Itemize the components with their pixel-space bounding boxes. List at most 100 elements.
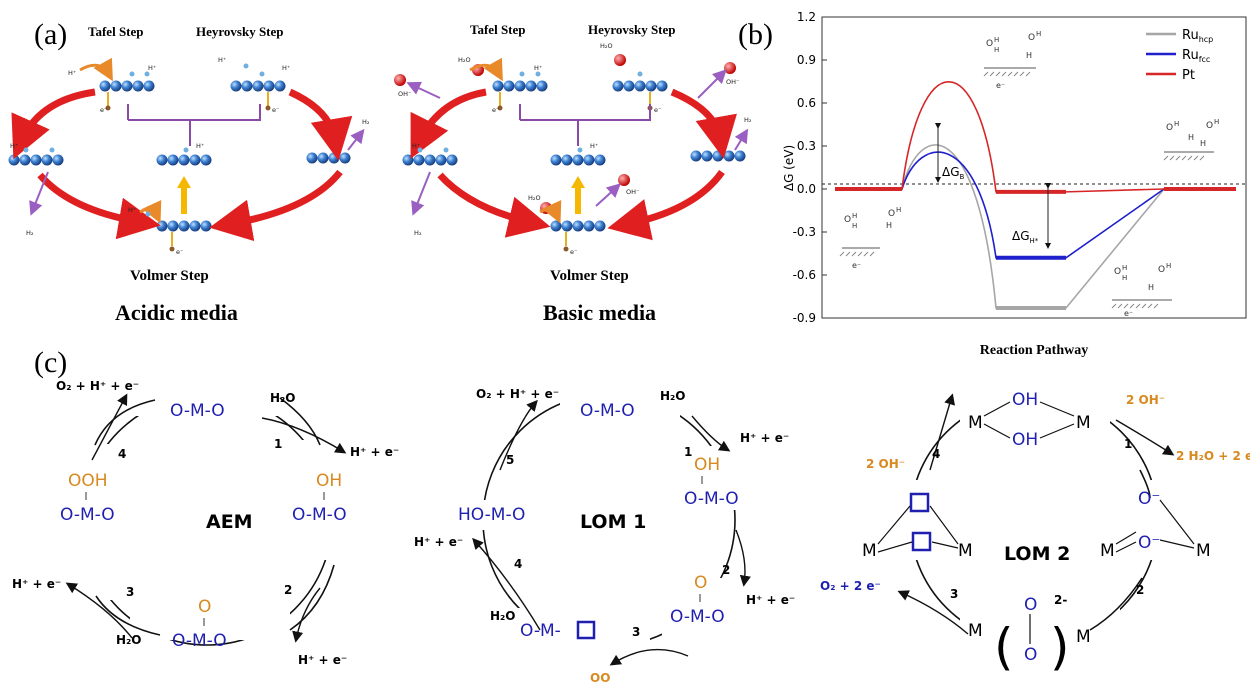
species-label: H₂O xyxy=(528,194,541,202)
basic-red-arrow-2 xyxy=(670,88,737,159)
aem-step-1: 1 xyxy=(274,437,282,451)
electron-label: e⁻ xyxy=(996,81,1005,90)
basic-red-arrow-3 xyxy=(437,172,551,238)
acidic-surface-tafel xyxy=(99,80,155,111)
y-axis-label: ΔG (eV) xyxy=(782,145,796,191)
electron-label: e⁻ xyxy=(1124,309,1133,318)
lom2-m-7: M xyxy=(968,621,983,641)
svg-text:O: O xyxy=(986,39,993,49)
species-label: H⁺ xyxy=(148,64,156,72)
vacancy-icon xyxy=(909,492,930,513)
aem-out-2: H⁺ + e⁻ xyxy=(298,653,347,667)
aem-intermediate-omo-4: O-M-O xyxy=(60,505,115,525)
lom2-step-2: 2 xyxy=(1136,583,1144,597)
svg-text:H: H xyxy=(994,36,999,44)
legend-label: Ruhcp xyxy=(1182,28,1213,44)
lom1-intermediate-omo: O-M-O xyxy=(580,401,635,421)
basic-red-arrow-4 xyxy=(607,169,725,241)
svg-text:H: H xyxy=(1026,51,1032,60)
svg-text:O: O xyxy=(844,215,851,225)
aem-h2o-in-3: H₂O xyxy=(116,633,142,647)
acidic-surface-heyrovsky xyxy=(230,80,286,111)
aem-intermediate-o: O xyxy=(198,597,211,617)
panel-c: (c) AEM O-M-O OH O-M-O O O-M-O OOH xyxy=(12,346,1250,684)
lom2-m-3: M xyxy=(1100,541,1115,561)
lom1-cycle: LOM 1 O-M-O OH O-M-O O O-M-O O-M- OO HO-… xyxy=(414,387,795,684)
lom1-h2o-in-4: H₂O xyxy=(490,609,516,623)
lom2-cycle: LOM 2 M M OH OH M M O⁻ O⁻ M M M M ( ) O … xyxy=(820,390,1250,676)
lom2-oh-bottom: OH xyxy=(1012,430,1038,450)
acidic-surface-right xyxy=(306,152,351,164)
svg-text:H: H xyxy=(1122,264,1127,272)
acidic-heyrovsky-label: Heyrovsky Step xyxy=(196,24,284,39)
aem-intermediate-omo-3: O-M-O xyxy=(172,631,227,651)
svg-text:H: H xyxy=(994,46,999,54)
lom2-oh-in-4: 2 OH⁻ xyxy=(866,457,905,471)
energy-profile-chart: 1.2 0.9 0.6 0.3 0.0 -0.3 -0.6 -0.9 ΔG (eV) Reac… xyxy=(782,10,1247,358)
lom2-m-4: M xyxy=(1196,541,1211,561)
lom1-oo-out: OO xyxy=(590,671,610,684)
species-label: e⁻ xyxy=(272,106,279,114)
species-label: H⁺ xyxy=(282,64,290,72)
basic-media-label: Basic media xyxy=(543,300,656,325)
lom2-o-bottom: O xyxy=(1024,645,1037,665)
lom2-m-5: M xyxy=(862,541,877,561)
species-label: H⁺ xyxy=(590,142,598,150)
bracket-left: ( xyxy=(994,618,1014,676)
svg-text:H: H xyxy=(1214,118,1219,126)
lom1-o2-out: O₂ + H⁺ + e⁻ xyxy=(476,387,559,401)
lom2-o2-out: O₂ + 2 e⁻ xyxy=(820,579,881,593)
y-tick-label: 0.0 xyxy=(797,182,816,196)
svg-text:O: O xyxy=(1158,265,1165,275)
svg-text:H: H xyxy=(1174,120,1179,128)
basic-red-arrow-1 xyxy=(410,88,487,159)
svg-text:O: O xyxy=(1166,123,1173,133)
lom1-step-5: 5 xyxy=(506,453,514,467)
y-tick-label: 0.6 xyxy=(797,96,816,110)
basic-surface-tafel xyxy=(492,80,548,111)
lom2-m-6: M xyxy=(958,541,973,561)
species-label: H₂ xyxy=(362,118,370,126)
lom2-m-2: M xyxy=(1076,413,1091,433)
svg-text:H: H xyxy=(852,212,857,220)
aem-step-3: 3 xyxy=(126,585,134,599)
basic-surface-volmer xyxy=(550,220,606,252)
lom1-intermediate-omo-3: O-M-O xyxy=(670,607,725,627)
svg-text:H: H xyxy=(1036,30,1041,38)
species-label: H⁺ xyxy=(128,206,136,214)
basic-scheme: Tafel Step Heyrovsky Step Volmer Step Ba… xyxy=(394,22,752,325)
species-label: H₂ xyxy=(26,229,34,237)
species-label: H⁺ xyxy=(10,142,18,150)
basic-surface-left xyxy=(402,154,458,166)
svg-text:O: O xyxy=(1206,121,1213,131)
species-label: H⁺ xyxy=(534,64,542,72)
lom1-step-2: 2 xyxy=(722,563,730,577)
dg-h-annotation: ΔGH* xyxy=(1012,229,1039,245)
lom1-step-1: 1 xyxy=(684,445,692,459)
panel-a-label: (a) xyxy=(34,18,67,51)
aem-intermediate-omo-2: O-M-O xyxy=(292,505,347,525)
aem-out-3: H⁺ + e⁻ xyxy=(12,577,61,591)
lom1-out-1: H⁺ + e⁻ xyxy=(740,431,789,445)
acidic-surface-volmer xyxy=(156,220,212,252)
lom2-h2o-out: 2 H₂O + 2 e⁻ xyxy=(1176,449,1250,463)
panel-b: (b) 1.2 0.9 0.6 0.3 0.0 -0.3 -0.6 -0.9 ΔG (eV) … xyxy=(738,10,1247,358)
aem-h2o-in-1: H₂O xyxy=(270,391,296,405)
svg-text:H: H xyxy=(1122,274,1127,282)
species-label: H₂O xyxy=(458,56,471,64)
lom1-step-4: 4 xyxy=(514,557,522,571)
species-label: H⁺ xyxy=(196,142,204,150)
svg-text:H: H xyxy=(896,206,901,214)
y-tick-label: -0.6 xyxy=(793,268,816,282)
series-line-ru-hcp xyxy=(835,144,1236,309)
lom2-step-1: 1 xyxy=(1124,437,1132,451)
lom1-center-label: LOM 1 xyxy=(580,511,646,533)
lom1-step-3: 3 xyxy=(632,625,640,639)
lom2-m-8: M xyxy=(1076,627,1091,647)
lom1-out-2: H⁺ + e⁻ xyxy=(746,593,795,607)
basic-surface-heyrovsky xyxy=(612,80,668,111)
svg-text:H: H xyxy=(886,221,892,230)
aem-step-4: 4 xyxy=(118,447,126,461)
dg-ts-annotation: ΔGB xyxy=(942,165,965,181)
basic-tafel-label: Tafel Step xyxy=(470,22,526,37)
